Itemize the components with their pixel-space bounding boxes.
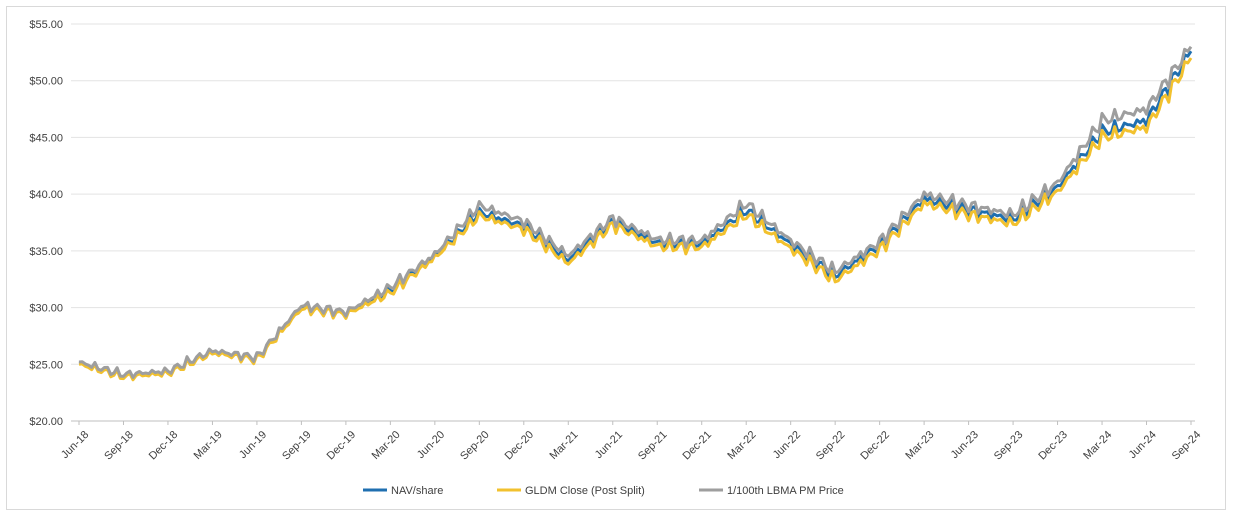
legend-label: 1/100th LBMA PM Price [727, 485, 844, 497]
y-tick-label: $50.00 [29, 76, 63, 88]
y-tick-label: $40.00 [29, 189, 63, 201]
x-tick-label: Dec-18 [147, 429, 181, 463]
y-axis-ticks: $20.00 $25.00 $30.00 $35.00 $40.00 $45.00 $50.… [29, 19, 63, 428]
x-tick-label: Sep-20 [458, 429, 492, 463]
series-line [78, 45, 1193, 379]
x-tick-label: Jun-22 [771, 429, 803, 461]
x-tick-label: Mar-21 [548, 429, 581, 462]
x-tick-label: Dec-23 [1036, 429, 1070, 463]
x-tick-label: Dec-21 [680, 429, 714, 463]
x-axis-ticks: Jun-18 Sep-18 Dec-18 Mar-19 Jun-19 Sep-19 Dec-… [59, 421, 1203, 462]
x-tick-label: Jun-21 [593, 429, 625, 461]
x-tick-label: Sep-18 [102, 429, 136, 463]
x-tick-label: Sep-19 [280, 429, 314, 463]
y-tick-label: $25.00 [29, 359, 63, 371]
x-tick-label: Sep-22 [814, 429, 848, 463]
legend-label: GLDM Close (Post Split) [525, 485, 645, 497]
gridlines [71, 23, 1195, 422]
x-tick-label: Mar-23 [903, 429, 936, 462]
x-tick-label: Sep-24 [1170, 429, 1204, 463]
y-tick-label: $30.00 [29, 303, 63, 315]
x-tick-label: Dec-22 [858, 429, 892, 463]
x-tick-label: Sep-21 [636, 429, 670, 463]
y-tick-label: $20.00 [29, 416, 63, 428]
y-tick-label: $35.00 [29, 246, 63, 258]
x-tick-label: Jun-19 [237, 429, 269, 461]
y-tick-label: $45.00 [29, 132, 63, 144]
y-tick-label: $55.00 [29, 19, 63, 31]
line-chart: $20.00 $25.00 $30.00 $35.00 $40.00 $45.00 $50.… [29, 19, 1203, 497]
chart-frame: $20.00 $25.00 $30.00 $35.00 $40.00 $45.00 $50.… [6, 6, 1226, 510]
x-tick-label: Dec-19 [325, 429, 359, 463]
legend: NAV/share GLDM Close (Post Split) 1/100th … [363, 485, 844, 497]
x-tick-label: Mar-22 [725, 429, 758, 462]
x-tick-label: Mar-19 [192, 429, 225, 462]
x-tick-label: Jun-23 [949, 429, 981, 461]
x-tick-label: Sep-23 [992, 429, 1026, 463]
series-lines [78, 45, 1193, 382]
x-tick-label: Jun-24 [1127, 429, 1159, 461]
x-tick-label: Dec-20 [503, 429, 537, 463]
x-tick-label: Mar-20 [370, 429, 403, 462]
x-tick-label: Jun-20 [415, 429, 447, 461]
x-tick-label: Jun-18 [59, 429, 91, 461]
x-tick-label: Mar-24 [1081, 429, 1114, 462]
series-line [78, 57, 1193, 382]
legend-label: NAV/share [391, 485, 443, 497]
